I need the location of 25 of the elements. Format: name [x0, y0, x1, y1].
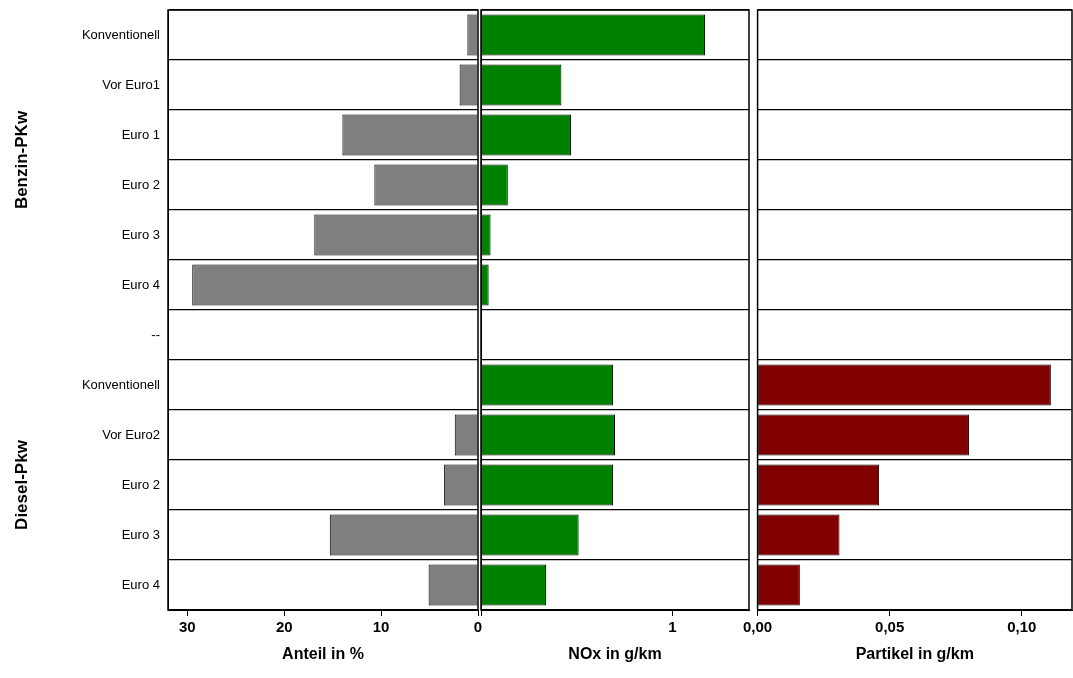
x-tick-label: 0,00: [743, 618, 773, 636]
text: Diesel-Pkw: [11, 439, 31, 530]
y-tick-label: Euro 2: [121, 176, 160, 192]
y-tick-label: Vor Euro1: [102, 76, 160, 92]
x-tick-label: 20: [275, 618, 293, 636]
x-tick-label: 0,05: [875, 618, 905, 636]
y-tick-label: Euro 3: [121, 226, 160, 242]
x-axis-title: NOx in g/km: [568, 644, 662, 662]
x-tick-label: 10: [372, 618, 390, 636]
y-tick-label: Euro 3: [121, 526, 160, 542]
y-tick-label: Euro 1: [121, 126, 160, 142]
x-axis-title: Anteil in %: [282, 644, 364, 662]
text: Benzin-PKw: [11, 110, 31, 210]
x-tick-label: 0,10: [1007, 618, 1037, 636]
y-tick-label: Euro 4: [121, 576, 160, 592]
y-tick-label: Vor Euro2: [102, 426, 160, 442]
x-tick-label: 30: [179, 618, 196, 636]
y-tick-label: --: [151, 326, 160, 342]
y-tick-label: Konventionell: [81, 376, 161, 392]
x-tick-label: 0: [473, 618, 483, 636]
y-tick-label: Euro 2: [121, 476, 160, 492]
y-tick-label: Konventionell: [81, 26, 161, 42]
x-tick-label: 1: [668, 618, 677, 636]
y-tick-label: Euro 4: [121, 276, 160, 292]
x-axis-title: Partikel in g/km: [855, 644, 974, 662]
